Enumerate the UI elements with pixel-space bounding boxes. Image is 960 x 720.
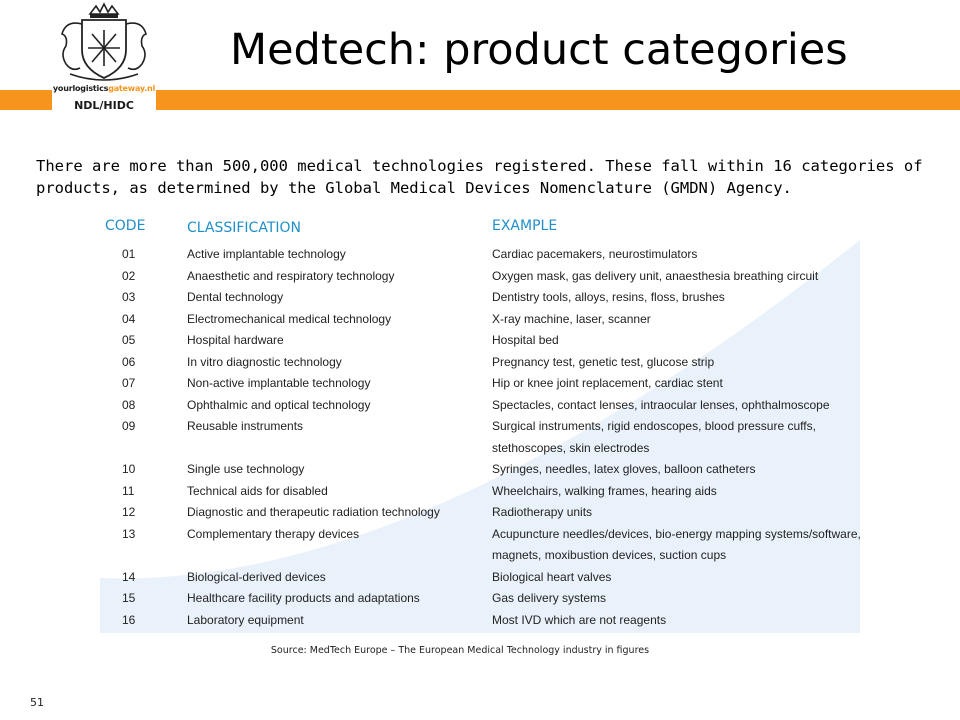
row-example: Spectacles, contact lenses, intraocular … bbox=[492, 397, 830, 412]
row-example: stethoscopes, skin electrodes bbox=[492, 440, 650, 455]
intro-paragraph: There are more than 500,000 medical tech… bbox=[36, 157, 923, 197]
row-classification: Diagnostic and therapeutic radiation tec… bbox=[187, 505, 440, 519]
row-code: 08 bbox=[122, 397, 136, 412]
header-accent-band bbox=[0, 90, 960, 110]
row-classification: In vitro diagnostic technology bbox=[187, 354, 342, 369]
row-code: 03 bbox=[122, 290, 136, 304]
row-code: 04 bbox=[122, 311, 136, 326]
row-classification: Laboratory equipment bbox=[187, 612, 304, 627]
row-example: Oxygen mask, gas delivery unit, anaesthe… bbox=[492, 268, 819, 283]
row-example: Radiotherapy units bbox=[492, 505, 593, 519]
row-code: 14 bbox=[122, 569, 136, 584]
row-example: Syringes, needles, latex gloves, balloon… bbox=[492, 462, 756, 476]
row-classification: Healthcare facility products and adaptat… bbox=[187, 591, 420, 605]
logo-tag: NDL/HIDC bbox=[52, 96, 156, 116]
row-classification: Dental technology bbox=[187, 290, 284, 304]
row-code: 10 bbox=[122, 462, 136, 476]
row-classification: Non-active implantable technology bbox=[187, 376, 371, 390]
row-code: 01 bbox=[122, 247, 136, 261]
row-code: 11 bbox=[122, 483, 135, 498]
row-example: Cardiac pacemakers, neurostimulators bbox=[492, 247, 698, 261]
row-classification: Single use technology bbox=[187, 462, 305, 476]
row-example: Biological heart valves bbox=[492, 569, 612, 584]
logo-site-text: yourlogisticsgateway.nl bbox=[52, 84, 156, 93]
row-classification: Ophthalmic and optical technology bbox=[187, 397, 371, 412]
row-code: 07 bbox=[122, 376, 136, 390]
column-header-classification: CLASSIFICATION bbox=[187, 220, 301, 236]
lion-crest-icon bbox=[61, 2, 147, 81]
row-classification: Biological-derived devices bbox=[187, 569, 326, 584]
crest-logo: yourlogisticsgateway.nl NDL/HIDC bbox=[52, 2, 156, 116]
row-example: Wheelchairs, walking frames, hearing aid… bbox=[492, 483, 717, 498]
column-header-example: EXAMPLE bbox=[492, 218, 558, 234]
row-example: Hip or knee joint replacement, cardiac s… bbox=[492, 376, 723, 390]
row-classification: Hospital hardware bbox=[187, 333, 284, 347]
row-classification: Technical aids for disabled bbox=[187, 483, 328, 498]
row-classification: Complementary therapy devices bbox=[187, 526, 360, 541]
column-header-code: CODE bbox=[105, 218, 146, 234]
page-number: 51 bbox=[30, 696, 44, 709]
row-example: Acupuncture needles/devices, bio-energy … bbox=[492, 526, 861, 541]
page-title: Medtech: product categories bbox=[230, 25, 848, 75]
row-code: 16 bbox=[122, 612, 136, 627]
row-example: Dentistry tools, alloys, resins, floss, … bbox=[492, 290, 725, 304]
source-note: Source: MedTech Europe – The European Me… bbox=[270, 645, 650, 656]
row-code: 02 bbox=[122, 268, 136, 283]
row-code: 05 bbox=[122, 333, 136, 347]
row-code: 13 bbox=[122, 526, 136, 541]
row-code: 15 bbox=[122, 591, 136, 605]
row-example: Gas delivery systems bbox=[492, 591, 607, 605]
row-classification: Reusable instruments bbox=[187, 419, 304, 433]
row-classification: Anaesthetic and respiratory technology bbox=[187, 268, 395, 283]
row-code: 06 bbox=[122, 354, 136, 369]
row-example: Most IVD which are not reagents bbox=[492, 612, 667, 627]
row-classification: Electromechanical medical technology bbox=[187, 311, 392, 326]
row-example: Pregnancy test, genetic test, glucose st… bbox=[492, 354, 715, 369]
row-example: Surgical instruments, rigid endoscopes, … bbox=[492, 419, 816, 433]
row-example: X-ray machine, laser, scanner bbox=[492, 311, 651, 326]
row-code: 09 bbox=[122, 419, 136, 433]
row-classification: Active implantable technology bbox=[187, 247, 346, 261]
row-example: magnets, moxibustion devices, suction cu… bbox=[492, 548, 727, 562]
row-code: 12 bbox=[122, 505, 136, 519]
row-example: Hospital bed bbox=[492, 333, 559, 347]
